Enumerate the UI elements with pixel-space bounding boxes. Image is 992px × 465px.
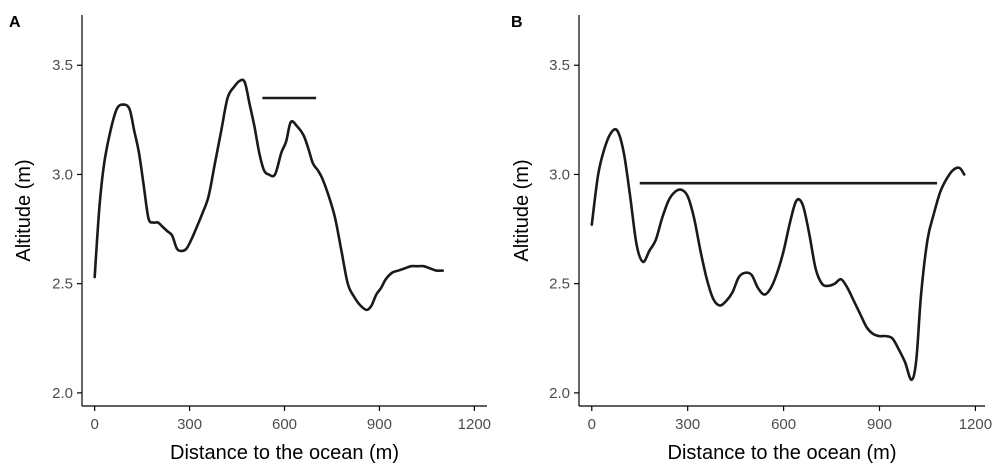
y-axis-title: Altitude (m) xyxy=(13,159,35,261)
x-tick-label: 1200 xyxy=(458,416,491,433)
y-tick-label: 3.0 xyxy=(52,166,73,183)
altitude-profile-line xyxy=(590,127,966,382)
x-tick-label: 900 xyxy=(367,416,392,433)
altitude-profile-line xyxy=(93,78,444,312)
panel-a: A 2.0 2.5 3.0 3.5 0 300 600 900 1200 Distance to t… xyxy=(9,14,491,464)
x-tick-label: 1200 xyxy=(959,416,992,433)
panel-b: B 2.0 2.5 3.0 3.5 0 300 600 900 1200 Distance to t… xyxy=(511,14,992,464)
y-axis-title: Altitude (m) xyxy=(511,159,533,261)
y-tick-label: 2.5 xyxy=(52,276,73,293)
x-tick-label: 300 xyxy=(675,416,700,433)
x-tick-label: 600 xyxy=(272,416,297,433)
panel-label: B xyxy=(511,14,523,31)
x-tick-label: 0 xyxy=(588,416,596,433)
y-tick-label: 2.5 xyxy=(549,276,570,293)
x-axis-title: Distance to the ocean (m) xyxy=(170,442,399,464)
x-tick-label: 900 xyxy=(867,416,892,433)
y-tick-label: 2.0 xyxy=(549,385,570,402)
x-tick-label: 600 xyxy=(771,416,796,433)
y-tick-label: 3.5 xyxy=(52,57,73,74)
panel-label: A xyxy=(9,14,21,31)
x-axis-title: Distance to the ocean (m) xyxy=(668,442,897,464)
y-tick-label: 3.5 xyxy=(549,57,570,74)
x-tick-label: 0 xyxy=(90,416,98,433)
x-tick-label: 300 xyxy=(177,416,202,433)
y-tick-label: 3.0 xyxy=(549,166,570,183)
y-tick-label: 2.0 xyxy=(52,385,73,402)
